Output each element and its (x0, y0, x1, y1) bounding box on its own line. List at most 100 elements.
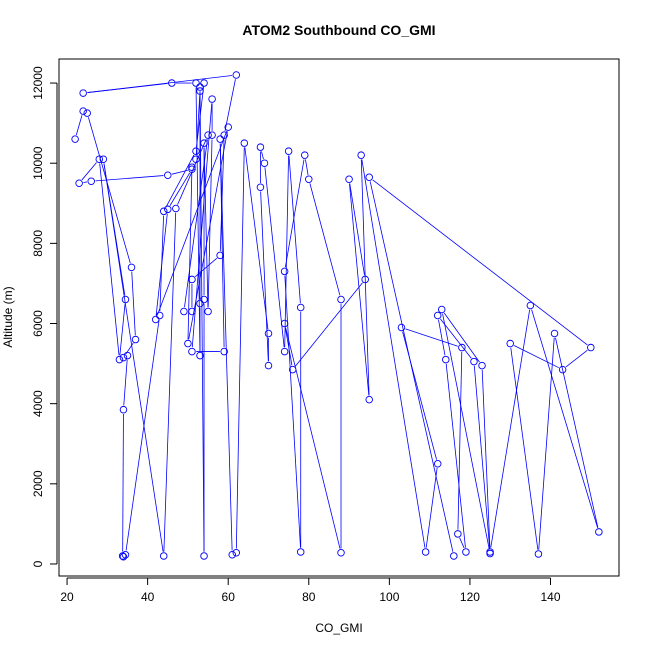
data-point (216, 251, 224, 260)
series-segment (445, 363, 466, 548)
data-point (534, 550, 543, 558)
series-segment (490, 309, 531, 548)
series-segment (284, 327, 293, 366)
series-segment (125, 319, 160, 551)
x-tick-label: 120 (460, 590, 480, 604)
data-point (296, 548, 305, 556)
data-point (188, 165, 196, 173)
series-segment (155, 213, 168, 316)
data-point (196, 83, 204, 91)
series-segment (169, 172, 191, 206)
data-point (188, 163, 196, 171)
data-point (305, 175, 313, 183)
data-point (450, 552, 458, 560)
series-segment (261, 151, 264, 160)
series-segment (75, 115, 83, 136)
data-point (123, 351, 132, 360)
data-point (280, 347, 289, 356)
series-segment (565, 349, 588, 368)
data-point (462, 548, 470, 556)
data-point (200, 295, 208, 304)
data-point (172, 204, 180, 213)
data-point (196, 351, 204, 360)
data-point (192, 155, 200, 163)
series-segment (177, 138, 207, 205)
data-point (208, 95, 216, 103)
data-point (232, 549, 241, 557)
plot-frame (58, 58, 620, 577)
y-tick-label: 2000 (31, 470, 45, 497)
data-point (159, 552, 168, 560)
series-segment (538, 337, 555, 550)
data-point (486, 549, 494, 558)
data-point (155, 311, 164, 320)
data-point (595, 528, 603, 536)
series-segment (83, 181, 88, 183)
series-segment (87, 83, 168, 93)
data-point (119, 553, 128, 561)
data-point (284, 147, 293, 155)
data-point (196, 299, 204, 308)
series-segment (260, 191, 269, 362)
series-segment (405, 328, 458, 347)
y-axis-label: Altitude (m) (1, 286, 15, 347)
data-point (87, 177, 95, 185)
series-segment (284, 155, 289, 348)
data-point (296, 303, 305, 312)
series-segment (88, 117, 131, 264)
data-point (119, 353, 128, 362)
plot-area (71, 71, 603, 561)
data-point (421, 548, 430, 556)
series-segment (349, 183, 370, 396)
series-segment (191, 103, 213, 348)
data-point (119, 405, 128, 414)
series-segment (156, 131, 228, 316)
data-point (188, 275, 196, 284)
y-tick-label: 12000 (31, 66, 45, 100)
series-segment (531, 309, 598, 528)
y-tick-label: 8000 (31, 230, 45, 257)
series-segment (122, 413, 124, 552)
y-tick-label: 4000 (31, 390, 45, 417)
data-point (337, 549, 345, 557)
data-point (204, 307, 212, 316)
data-point (121, 551, 130, 559)
series-segment (425, 467, 438, 548)
data-point (470, 357, 478, 366)
data-point (397, 323, 406, 332)
x-tick-label: 60 (222, 590, 236, 604)
x-tick-label: 140 (540, 590, 560, 604)
data-point (220, 347, 228, 356)
data-point (437, 305, 446, 314)
series-segment (288, 155, 301, 304)
data-point (256, 143, 265, 151)
series-segment (224, 79, 236, 132)
series-segment (244, 147, 269, 330)
series-segment (99, 163, 120, 356)
data-point (345, 175, 353, 183)
data-point (256, 183, 265, 191)
series-segment (513, 345, 559, 369)
series-segment (473, 365, 491, 550)
data-point (216, 135, 224, 143)
series-segment (438, 319, 446, 356)
data-point (478, 361, 486, 370)
series-segment (555, 337, 599, 528)
data-point (99, 155, 108, 163)
data-point (224, 123, 232, 131)
series-segment (457, 351, 463, 530)
x-tick-label: 40 (141, 590, 155, 604)
x-axis: 20 40 60 80 100 120 140 (60, 577, 561, 604)
series-segment (199, 91, 205, 552)
data-point (433, 311, 442, 320)
data-point (204, 131, 212, 139)
data-point (200, 139, 208, 147)
series-segment (219, 143, 233, 551)
data-point (361, 275, 369, 284)
series-segment (284, 275, 301, 548)
series-segment (349, 183, 365, 276)
series-segment (203, 147, 209, 308)
data-point (184, 339, 192, 348)
x-axis-label: CO_GMI (315, 621, 362, 635)
data-point (280, 319, 289, 328)
